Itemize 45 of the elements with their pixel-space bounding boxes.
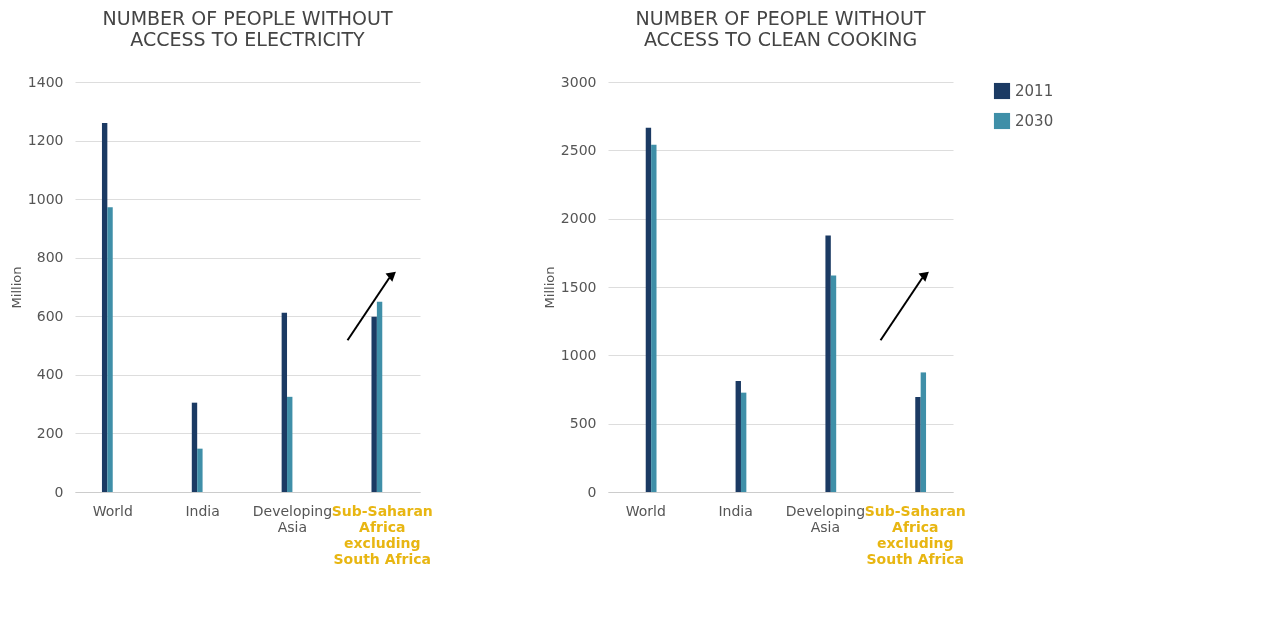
bar	[197, 448, 203, 492]
bar	[371, 316, 377, 492]
x-tick-label: India	[718, 502, 753, 519]
bar	[287, 396, 293, 492]
y-axis-title: Million	[541, 266, 557, 309]
x-tick-label: Developing Asia	[785, 502, 866, 535]
y-tick-label: 0	[587, 483, 597, 500]
x-tick-label: Sub-Saharan Africa excluding South Africa	[864, 502, 966, 567]
x-tick-label: World	[92, 502, 133, 519]
chart-title: NUMBER OF PEOPLE WITHOUT ACCESS TO ELECTRICITY	[102, 7, 393, 50]
legend-label: 2030	[1015, 112, 1054, 130]
bar	[376, 301, 383, 492]
bar	[830, 275, 837, 492]
chart-title: NUMBER OF PEOPLE WITHOUT ACCESS TO CLEAN COOKING	[635, 7, 926, 50]
y-tick-label: 3000	[560, 73, 597, 90]
y-tick-label: 1000	[560, 346, 597, 363]
bar	[920, 372, 927, 492]
y-tick-label: 800	[36, 249, 64, 266]
y-tick-label: 400	[36, 366, 64, 383]
x-tick-label: World	[625, 502, 666, 519]
y-tick-label: 2000	[560, 210, 597, 227]
y-tick-label: 600	[36, 307, 64, 324]
y-tick-label: 1500	[560, 278, 597, 295]
y-tick-label: 1000	[27, 190, 64, 207]
bar	[740, 392, 747, 492]
bar	[281, 312, 288, 492]
x-tick-label: India	[185, 502, 220, 519]
y-tick-label: 1200	[27, 132, 64, 149]
bar	[915, 397, 921, 492]
y-tick-label: 200	[36, 424, 64, 441]
y-tick-label: 1400	[27, 73, 64, 90]
bar	[645, 127, 652, 492]
bar	[825, 235, 831, 492]
x-tick-label: Sub-Saharan Africa excluding South Africa	[331, 502, 433, 567]
legend-label: 2011	[1015, 82, 1054, 100]
bar	[107, 207, 113, 492]
y-axis-title: Million	[8, 266, 24, 309]
bar	[191, 402, 198, 492]
y-tick-label: 2500	[560, 141, 597, 158]
y-tick-label: 500	[569, 415, 597, 432]
y-tick-label: 0	[54, 483, 64, 500]
bar	[651, 144, 657, 492]
bar	[101, 123, 108, 492]
bar	[735, 381, 741, 492]
x-tick-label: Developing Asia	[252, 502, 333, 535]
